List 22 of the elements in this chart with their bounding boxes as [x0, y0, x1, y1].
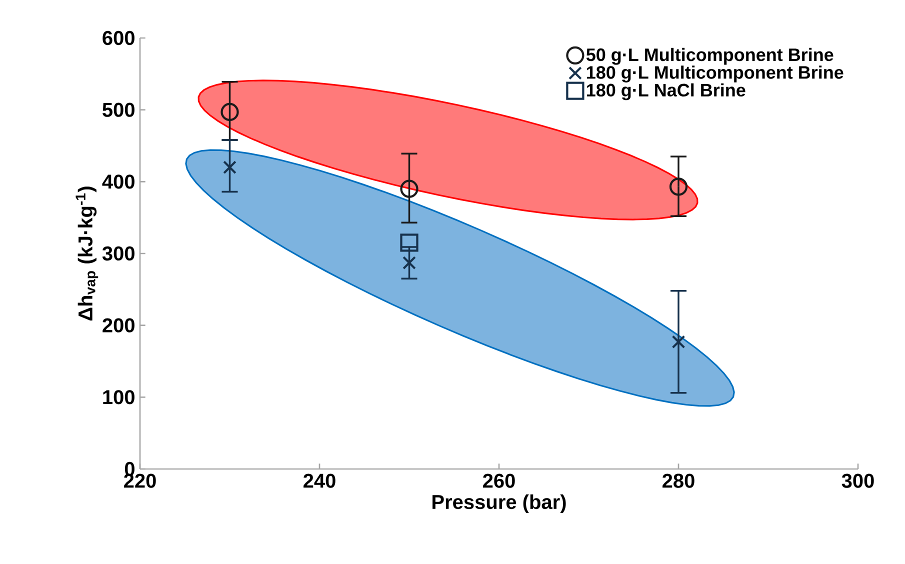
x-tick-label: 300 — [842, 474, 874, 488]
x-tick-label: 280 — [662, 474, 694, 488]
point — [223, 160, 236, 174]
x-tick-label: 240 — [304, 474, 336, 488]
x-tick-label: 260 — [483, 474, 515, 488]
point — [669, 178, 688, 196]
y-tick-label: 300 — [102, 246, 134, 261]
y-tick-label: 200 — [102, 318, 134, 332]
legend-label: 180 g·L Multicomponent Brine — [587, 66, 844, 82]
y-axis-title: Δh$_{vap}$ (kJ·kg$^{-1}$) — [76, 186, 98, 320]
y-tick-label: 500 — [102, 102, 134, 117]
y-tick-label: 100 — [103, 390, 134, 404]
point — [672, 335, 686, 349]
legend-label: 50 g·L Multicomponent Brine — [586, 48, 834, 65]
point — [400, 234, 418, 252]
y-tick-label: 400 — [102, 174, 134, 189]
y-tick-label: 600 — [102, 30, 134, 46]
point — [400, 180, 418, 198]
legend-label: 180 g·L NaCl Brine — [587, 83, 746, 100]
point — [220, 102, 239, 122]
point — [402, 256, 416, 270]
x-axis-title: Pressure (bar) — [432, 494, 566, 514]
